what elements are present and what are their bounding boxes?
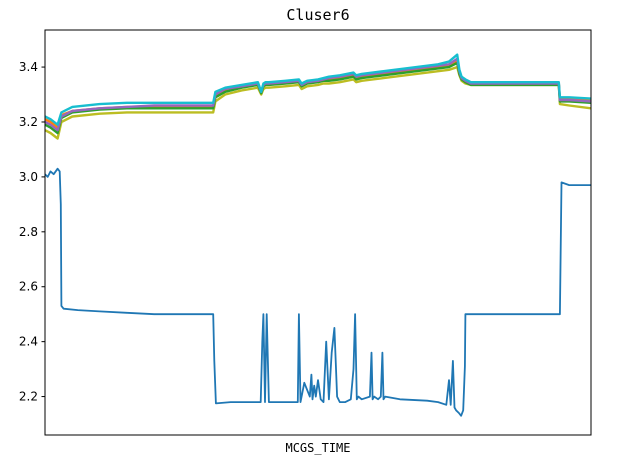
- y-tick-label: 2.6: [19, 280, 38, 294]
- y-tick-label: 3.4: [19, 60, 38, 74]
- x-axis-label: MCGS_TIME: [285, 441, 350, 455]
- series-line-5: [45, 57, 591, 132]
- y-axis: 2.2 2.4 2.6 2.8 3.0 3.2 3.4: [19, 60, 45, 404]
- series-layer: [45, 53, 591, 417]
- series-line-1: [45, 167, 591, 417]
- series-line-2: [45, 59, 591, 129]
- series-line-3: [45, 61, 591, 135]
- chart-title: Cluser6: [286, 6, 349, 24]
- y-tick-label: 2.8: [19, 225, 38, 239]
- plot-frame: [44, 29, 592, 436]
- y-tick-label: 3.2: [19, 115, 38, 129]
- y-tick-label: 3.0: [19, 170, 38, 184]
- y-tick-label: 2.2: [19, 390, 38, 404]
- series-line-6: [45, 53, 591, 126]
- y-tick-label: 2.4: [19, 335, 38, 349]
